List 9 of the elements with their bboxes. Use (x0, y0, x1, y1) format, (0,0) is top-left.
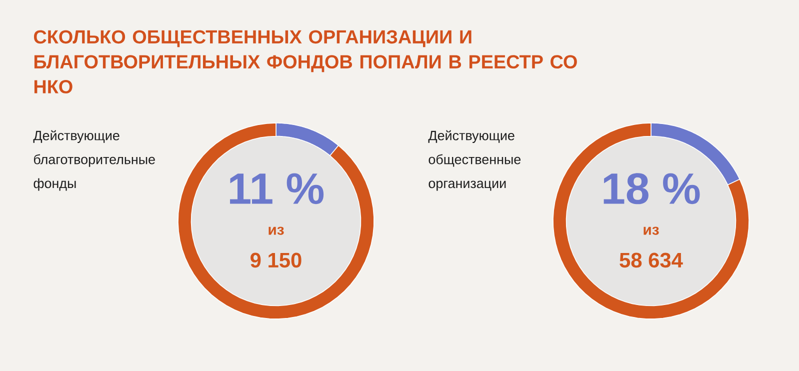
data-label: 18 % (604, 173, 700, 204)
text: 9 150 (250, 252, 302, 268)
text: из (268, 226, 284, 235)
text: 58 634 (620, 252, 683, 268)
text: из (644, 226, 659, 235)
chart-title: СКОЛЬКО ОБЩЕСТВЕННЫХ ОРГАНИЗАЦИИ И БЛАГОТВОРИТЕЛЬНЫХ ФОНДОВ ПОПАЛИ В РЕЕСТР СО НКО (34, 30, 577, 94)
data-label: 11 % (230, 173, 324, 204)
text: Действующие общественные организации (428, 130, 521, 191)
text: Действующие благотворительные фонды (33, 130, 155, 191)
